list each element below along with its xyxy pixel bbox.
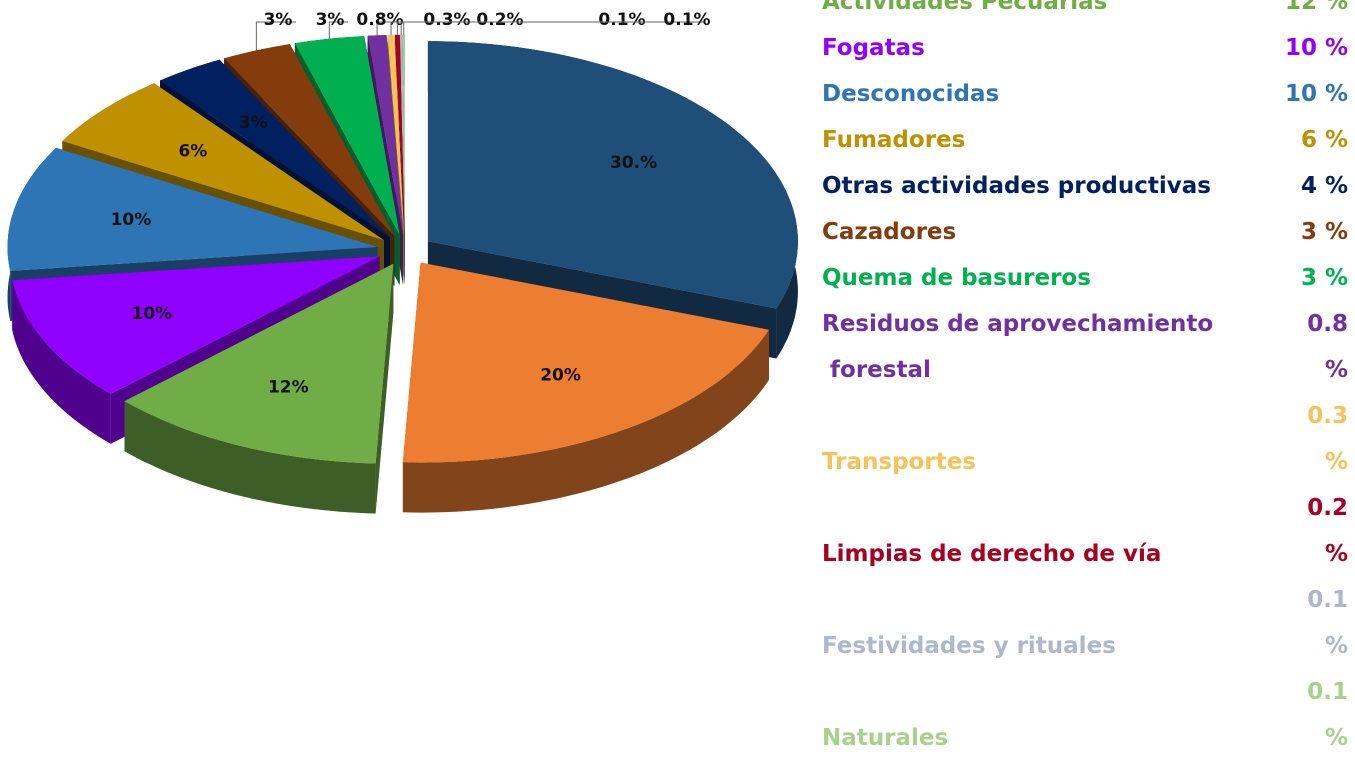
legend: Actividades Pecuarias 12 % Fogatas 10 % Desc… [822,0,1352,761]
data-label: 10% [111,210,152,230]
legend-item: Cazadores 3 % [822,209,1352,255]
slice [400,34,405,235]
data-label: 30.% [610,153,657,173]
legend-item: Quema de basureros 3 % [822,255,1352,301]
leader-line [255,21,296,51]
legend-item: Otras actividades productivas 4 % [822,163,1352,209]
slice [402,34,405,235]
slice [12,256,380,394]
legend-label: Quema de basureros [822,265,1091,291]
data-label: 20% [540,366,581,386]
leader-line [403,21,705,35]
data-label: 3% [239,113,268,133]
slice [224,44,395,236]
legend-item: Residuos de aprovechamiento forestal 0.8 … [822,301,1352,393]
legend-value: 10 % [1284,35,1348,61]
legend-label: Residuos de aprovechamiento forestal [822,311,1214,383]
legend-value: 3 % [1300,219,1348,245]
legend-value: 0.1 % [1307,679,1348,751]
slice-shade [12,280,111,444]
legend-item: Naturales 0.1 % [822,669,1352,761]
chart: 30.% 20% 12% 10% 10% 6% 3% 3% 3% 0.8% 0.3% 0.2% 0.1%… [7,10,798,514]
data-label: 0.1% [663,10,710,30]
legend-label: Otras actividades productivas [822,173,1211,199]
legend-label: Naturales [822,725,949,751]
slice [395,34,405,235]
data-label: 0.3% [423,10,470,30]
legend-value: 0.2 % [1307,495,1348,567]
legend-item: Festividades y rituales 0.1 % [822,577,1352,669]
legend-label: Limpias de derecho de vía [822,541,1162,567]
slice-side [402,329,769,513]
slice [124,263,394,464]
slice [402,262,769,463]
data-label: 0.8% [356,10,403,30]
legend-label: Fogatas [822,35,925,61]
legend-value: 3 % [1300,265,1348,291]
legend-label: Desconocidas [822,81,1000,107]
legend-label: Actividades Pecuarias [822,0,1108,15]
slice [427,41,798,309]
slice-shade [402,329,769,513]
legend-item: Desconocidas 10 % [822,71,1352,117]
data-label: 10% [132,304,173,324]
slice-side [375,263,394,514]
slice [160,59,390,238]
data-label: 0.1% [598,10,645,30]
legend-item: Limpias de derecho de vía 0.2 % [822,485,1352,577]
legend-item: Fogatas 10 % [822,25,1352,71]
data-label: 3% [264,10,293,30]
legend-value: 6 % [1300,127,1348,153]
slice [294,36,400,236]
legend-value: 0.8 % [1307,311,1348,383]
slice [387,34,404,235]
slice [367,35,403,235]
data-label: 3% [316,10,345,30]
legend-item: Fumadores 6 % [822,117,1352,163]
legend-item: Transportes 0.3 % [822,393,1352,485]
data-label: 0.2% [476,10,523,30]
slice [7,147,378,271]
leader-line [328,21,348,39]
slice-side [124,401,376,514]
slice-side [12,280,111,444]
legend-item: Actividades Pecuarias 12 % [822,0,1352,25]
legend-value: 12 % [1284,0,1348,15]
data-label: 6% [178,142,207,162]
legend-value: 0.1 % [1307,587,1348,659]
slice-shade [375,263,394,514]
page: 30.% 20% 12% 10% 10% 6% 3% 3% 3% 0.8% 0.3% 0.2% 0.1%… [7,0,1348,751]
legend-label: Transportes [822,449,976,475]
legend-label: Festividades y rituales [822,633,1116,659]
legend-value: 4 % [1300,173,1348,199]
legend-label: Fumadores [822,127,966,153]
legend-label: Cazadores [822,219,957,245]
slice [62,83,384,241]
slice-shade [124,401,376,514]
legend-value: 0.3 % [1307,403,1348,475]
data-label: 12% [268,377,309,397]
legend-value: 10 % [1284,81,1348,107]
